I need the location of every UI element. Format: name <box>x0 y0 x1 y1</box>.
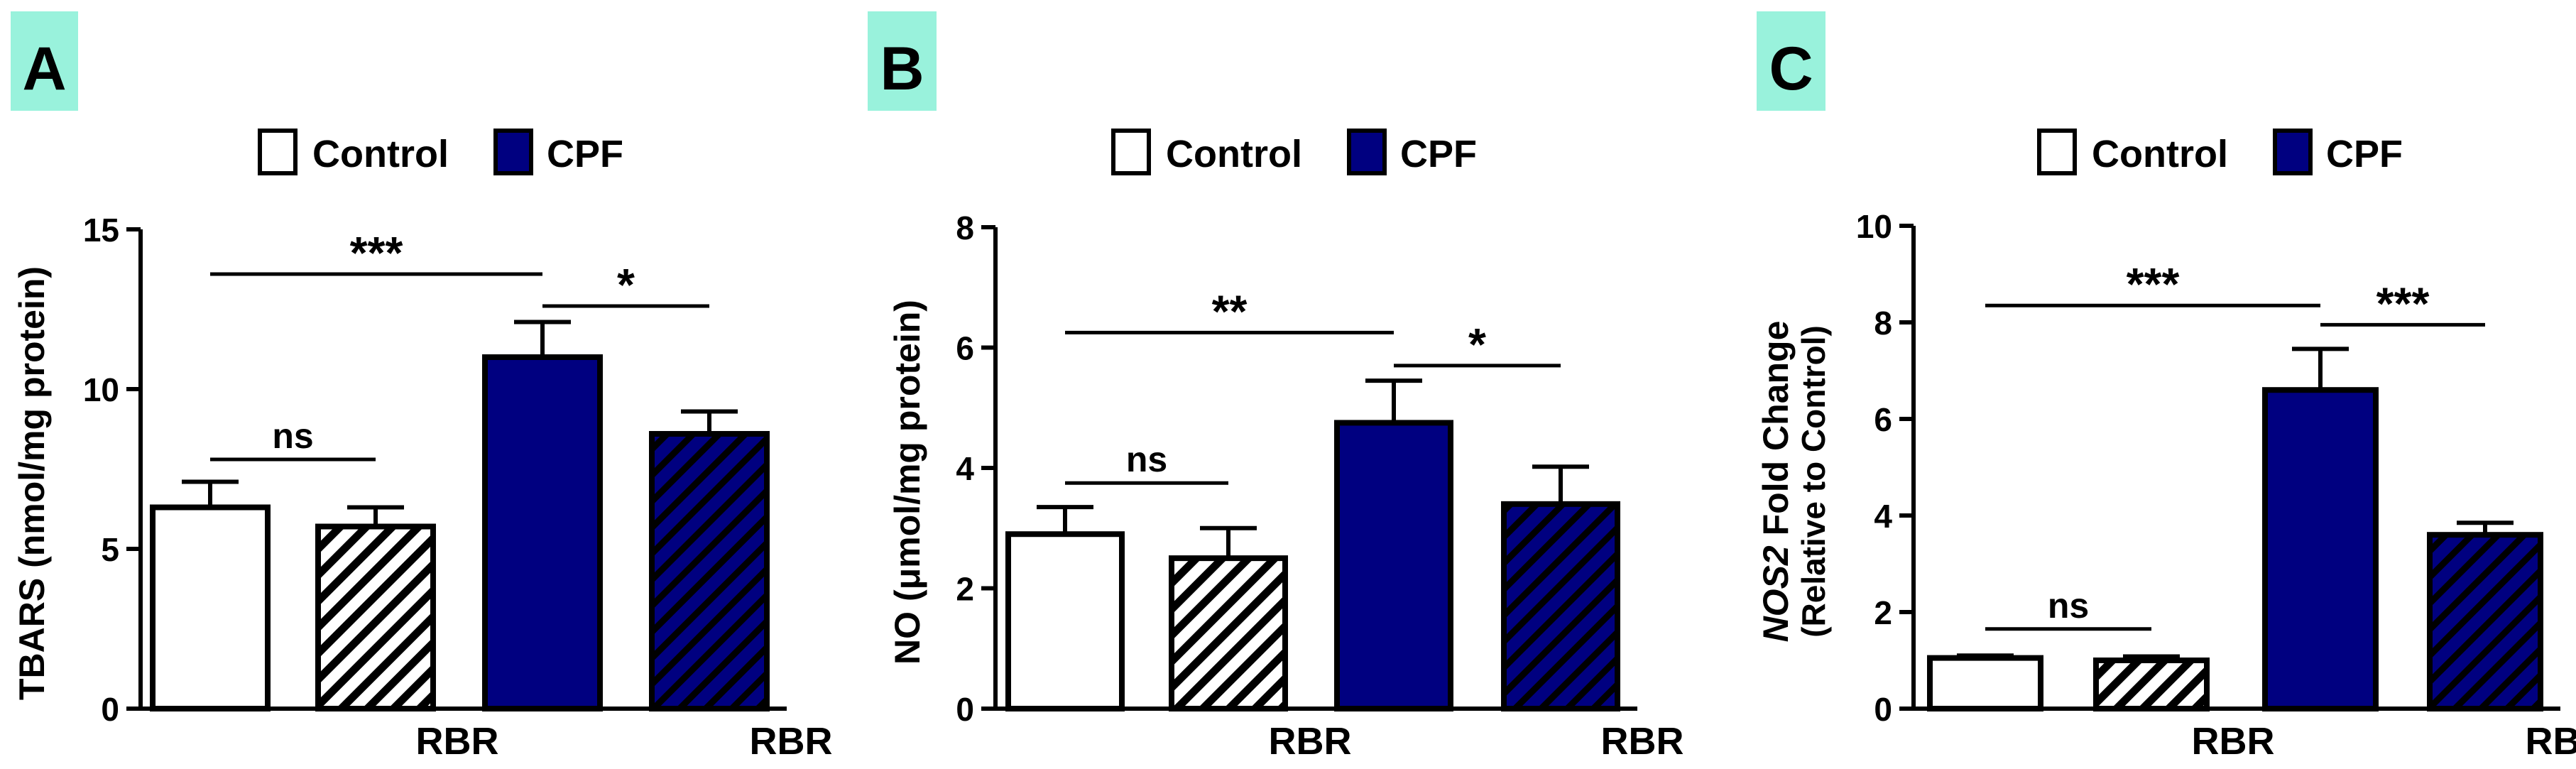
y-tick-label: 2 <box>956 571 974 608</box>
significance-label: ns <box>1126 440 1167 479</box>
significance-label: * <box>1468 319 1486 370</box>
significance-label: *** <box>2127 258 2180 310</box>
y-axis-label: NOS2 Fold Change <box>1756 321 1796 643</box>
y-tick-label: 4 <box>956 450 974 487</box>
bar-3 <box>2262 387 2379 711</box>
legend: Control CPF <box>2037 129 2403 175</box>
bar-4 <box>649 431 770 711</box>
y-tick-label: 0 <box>1874 691 1892 728</box>
legend-label-cpf: CPF <box>547 133 623 175</box>
y-tick-label: 6 <box>956 330 974 367</box>
significance-label: ns <box>2048 586 2089 626</box>
bar-1 <box>1005 531 1125 711</box>
y-tick-label: 8 <box>956 209 974 246</box>
panel-letter-badge <box>11 11 78 111</box>
bar-4 <box>1501 501 1620 711</box>
bar-2 <box>1169 555 1288 711</box>
y-axis-label-line2: (Relative to Control) <box>1795 325 1832 638</box>
legend-swatch-cpf <box>2273 129 2313 175</box>
y-tick-label: 2 <box>1874 594 1892 631</box>
legend-swatch-cpf <box>1347 129 1387 175</box>
significance-label: *** <box>350 227 403 278</box>
y-tick-label: 15 <box>83 212 119 249</box>
bar-3 <box>482 354 603 711</box>
y-tick-label: 10 <box>83 371 119 408</box>
panel-b: B Control CPF 0 2 4 6 8 NO (μmol/mg protein) RBR R… <box>868 11 1684 763</box>
y-tick-label: 4 <box>1874 498 1892 535</box>
bar-3 <box>1334 420 1453 711</box>
significance-label: ns <box>272 416 313 456</box>
panel-a: A Control CPF 0 5 10 15 TBARS (nmol/mg protein)… <box>11 11 833 763</box>
y-tick-label: 0 <box>101 691 119 728</box>
legend-swatch-control <box>1111 129 1151 175</box>
legend-swatch-cpf <box>493 129 533 175</box>
x-tick-label: RBR <box>750 720 833 763</box>
legend-swatch-control <box>258 129 298 175</box>
y-axis-label: NO (μmol/mg protein) <box>888 300 927 665</box>
x-tick-label: RBR <box>1269 720 1352 763</box>
y-tick-label: 5 <box>101 531 119 568</box>
bar-1 <box>150 504 271 711</box>
y-tick-label: 6 <box>1874 401 1892 438</box>
significance-label: ** <box>1212 285 1248 337</box>
legend-label-control: Control <box>2092 133 2228 175</box>
panel-letter-badge <box>868 11 937 111</box>
x-tick-label: RBR <box>1601 720 1684 763</box>
bar-1 <box>1927 655 2043 711</box>
y-tick-label: 10 <box>1856 208 1892 245</box>
legend-label-cpf: CPF <box>2326 133 2403 175</box>
bar-2 <box>2093 658 2210 711</box>
y-tick-label: 0 <box>956 691 974 728</box>
legend: Control CPF <box>258 129 623 175</box>
y-axis-label: TBARS (nmol/mg protein) <box>12 266 52 700</box>
legend-label-control: Control <box>1166 133 1302 175</box>
x-tick-label: RBR <box>2526 720 2576 763</box>
y-tick-label: 8 <box>1874 305 1892 342</box>
significance-label: *** <box>2376 278 2430 329</box>
x-tick-label: RBR <box>416 720 499 763</box>
panel-letter: A <box>22 35 66 103</box>
significance-label: * <box>617 259 635 310</box>
bar-4 <box>2427 532 2543 712</box>
panel-c: C Control CPF 0 2 4 6 8 10 NOS2 Fold Change (Relat… <box>1756 11 2576 763</box>
x-tick-label: RBR <box>2192 720 2275 763</box>
legend-swatch-control <box>2037 129 2077 175</box>
legend: Control CPF <box>1111 129 1477 175</box>
panel-letter: C <box>1769 35 1813 103</box>
bar-2 <box>315 523 436 711</box>
panel-letter-badge <box>1757 11 1825 111</box>
legend-label-control: Control <box>312 133 449 175</box>
legend-label-cpf: CPF <box>1400 133 1477 175</box>
panel-letter: B <box>880 35 924 103</box>
